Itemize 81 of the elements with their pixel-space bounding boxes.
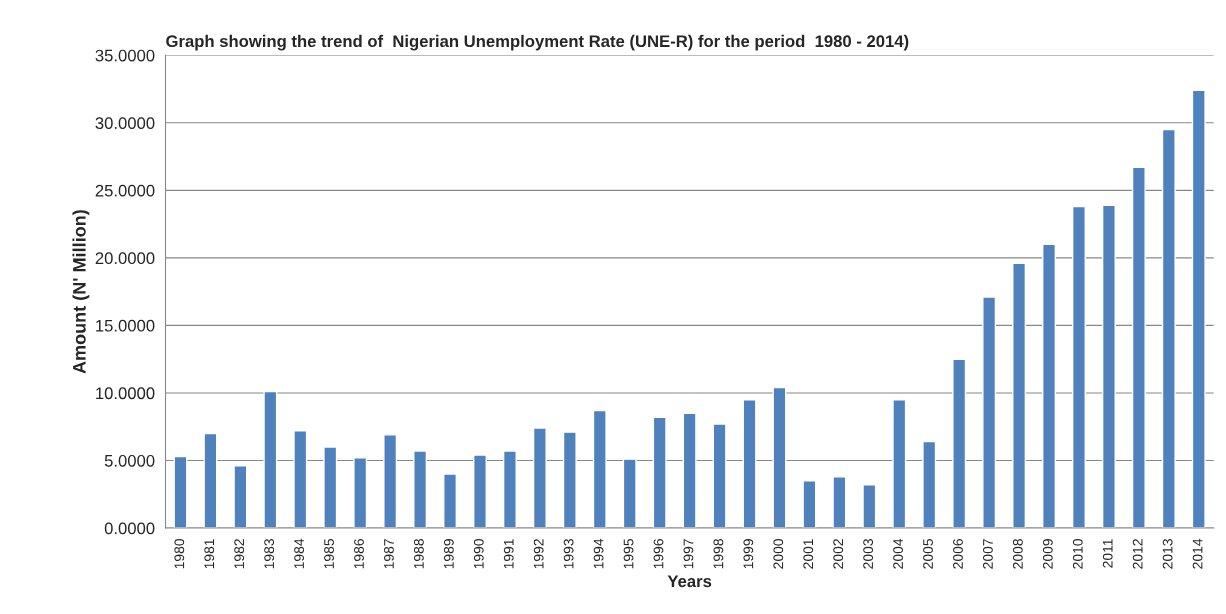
y-tick-label: 0.0000: [104, 522, 155, 535]
bar: [413, 450, 428, 529]
bar: [263, 390, 278, 529]
bar: [173, 455, 188, 529]
y-tick-label: 35.0000: [95, 49, 155, 62]
x-tick-label: 1994: [593, 538, 604, 569]
x-tick-label: 1998: [713, 539, 724, 569]
y-tick-label: 20.0000: [95, 252, 155, 265]
bar: [323, 446, 338, 529]
x-tick-label: 1991: [503, 539, 514, 569]
x-tick-label: 1982: [234, 539, 245, 569]
x-tick-label: 2001: [803, 539, 814, 569]
x-tick-label: 1988: [413, 539, 424, 569]
bar: [652, 416, 667, 529]
x-tick-label: 2005: [923, 539, 933, 569]
x-tick-label: 1984: [294, 538, 305, 569]
x-tick-label: 2000: [773, 539, 784, 569]
bar: [383, 434, 398, 529]
bar: [1191, 89, 1206, 529]
x-tick-label: 2010: [1072, 539, 1083, 569]
bar: [1042, 243, 1057, 529]
x-tick-label: 1983: [264, 539, 275, 569]
x-tick-label: 2009: [1042, 539, 1053, 569]
x-tick-label: 2003: [863, 539, 874, 569]
x-tick-label: 1990: [473, 539, 484, 569]
bar: [443, 473, 458, 529]
x-tick-label: 2004: [893, 538, 903, 569]
x-tick-label: 2002: [833, 539, 844, 569]
bar: [682, 412, 697, 529]
bar: [1161, 128, 1176, 529]
y-tick-label: 25.0000: [95, 184, 155, 197]
x-tick-label: 1989: [443, 539, 454, 569]
x-tick-label: 1987: [384, 539, 394, 569]
bar: [982, 296, 997, 529]
x-tick-label: 1993: [563, 539, 574, 569]
x-tick-label: 2006: [953, 539, 963, 569]
x-tick-label: 2012: [1132, 539, 1143, 569]
bar: [532, 427, 547, 529]
x-tick-label: 2007: [983, 539, 993, 569]
bar: [1012, 262, 1027, 529]
bar: [622, 458, 637, 529]
x-tick-label: 2013: [1162, 539, 1173, 569]
x-tick-label: 2014: [1192, 538, 1203, 569]
bar: [922, 440, 937, 529]
x-tick-label: 2008: [1012, 539, 1023, 569]
bar: [353, 457, 368, 529]
bar: [203, 432, 218, 529]
y-tick-label: 5.0000: [104, 454, 155, 467]
x-tick-label: 1985: [324, 539, 334, 569]
bar: [862, 484, 877, 529]
y-tick-label: 15.0000: [96, 319, 155, 332]
bar: [1071, 205, 1086, 529]
bar: [712, 423, 727, 529]
bar: [592, 409, 607, 529]
x-tick-label: 1980: [174, 539, 185, 569]
bar: [832, 476, 847, 529]
x-tick-label: 1999: [743, 539, 754, 569]
bar: [472, 454, 487, 529]
x-tick-label: 1986: [354, 539, 364, 569]
bar: [233, 465, 248, 529]
y-tick-label: 10.0000: [96, 387, 155, 400]
y-axis-title: Amount (N' Million): [72, 210, 90, 374]
x-tick-label: 1996: [653, 539, 664, 569]
bar: [892, 399, 907, 529]
x-tick-label: 2011: [1102, 539, 1113, 568]
bar: [772, 386, 787, 529]
bar: [1131, 166, 1146, 529]
x-tick-label: 1997: [683, 539, 694, 569]
x-axis-title: Years: [667, 575, 712, 588]
bar: [952, 358, 967, 529]
y-tick-label: 30.0000: [95, 117, 155, 129]
bar: [562, 431, 577, 529]
chart-title: Graph showing the trend of Nigerian Unemployment Rate (UNE-R) for the period 1980 - 2014): [166, 34, 909, 51]
bar: [502, 450, 517, 529]
bar: [1101, 204, 1116, 529]
bar: [742, 399, 757, 529]
bar: [293, 430, 308, 529]
x-tick-label: 1992: [533, 539, 544, 569]
x-tick-label: 1981: [204, 539, 215, 569]
bar: [802, 480, 817, 529]
x-tick-label: 1995: [623, 539, 634, 569]
